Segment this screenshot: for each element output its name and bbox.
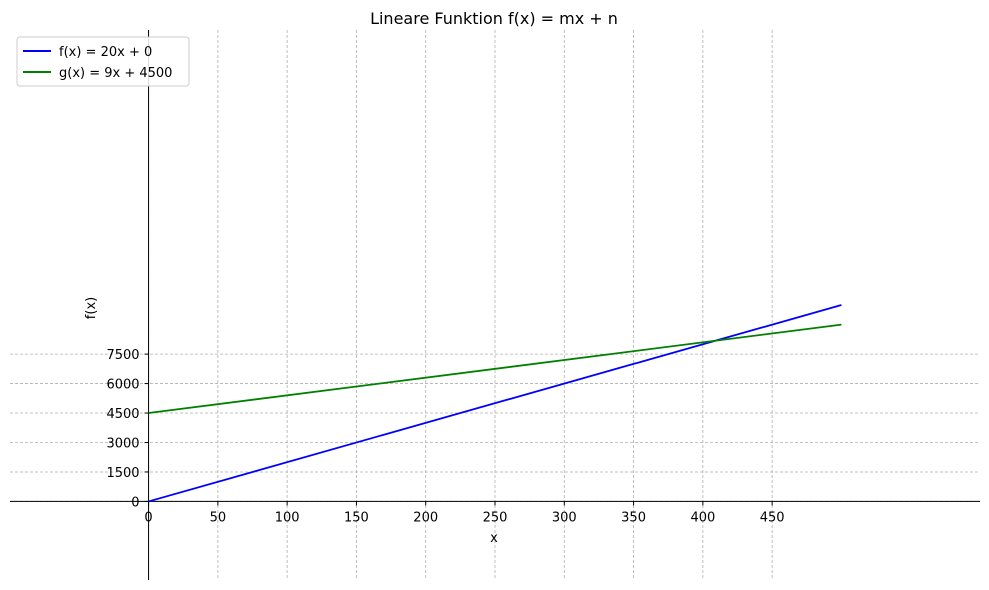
x-tick-label: 350 — [621, 510, 646, 525]
y-tick-label: 1500 — [106, 466, 139, 481]
y-axis-label: f(x) — [84, 297, 99, 319]
x-tick-label: 400 — [690, 510, 715, 525]
y-tick-label: 6000 — [106, 378, 139, 393]
x-tick-label: 0 — [144, 510, 152, 525]
y-tick-label: 7500 — [106, 348, 139, 363]
series-line-1 — [148, 304, 842, 503]
x-axis-label: x — [490, 531, 498, 546]
x-tick-label: 300 — [552, 510, 577, 525]
y-tick-label: 3000 — [106, 437, 139, 452]
y-tick-label: 0 — [131, 495, 139, 510]
x-tick-label: 150 — [344, 510, 369, 525]
x-tick-label: 450 — [760, 510, 785, 525]
grid-lines — [10, 30, 980, 580]
series-line-2 — [148, 323, 842, 414]
chart-title: Lineare Funktion f(x) = mx + n — [370, 9, 618, 28]
legend-box — [16, 36, 190, 87]
legend-label-1: f(x) = 20x + 0 — [59, 45, 152, 60]
legend-label-2: g(x) = 9x + 4500 — [59, 66, 172, 81]
series-lines — [148, 304, 842, 503]
x-tick-label: 50 — [210, 510, 227, 525]
x-tick-label: 100 — [275, 510, 300, 525]
y-tick-label: 4500 — [106, 407, 139, 422]
tick-marks: 0 50 100 150 200 250 300 350 400 4500150030004500… — [106, 348, 784, 525]
x-tick-label: 250 — [483, 510, 508, 525]
legend: f(x) = 20x + 0 g(x) = 9x + 4500 — [16, 36, 190, 87]
x-tick-label: 200 — [413, 510, 438, 525]
